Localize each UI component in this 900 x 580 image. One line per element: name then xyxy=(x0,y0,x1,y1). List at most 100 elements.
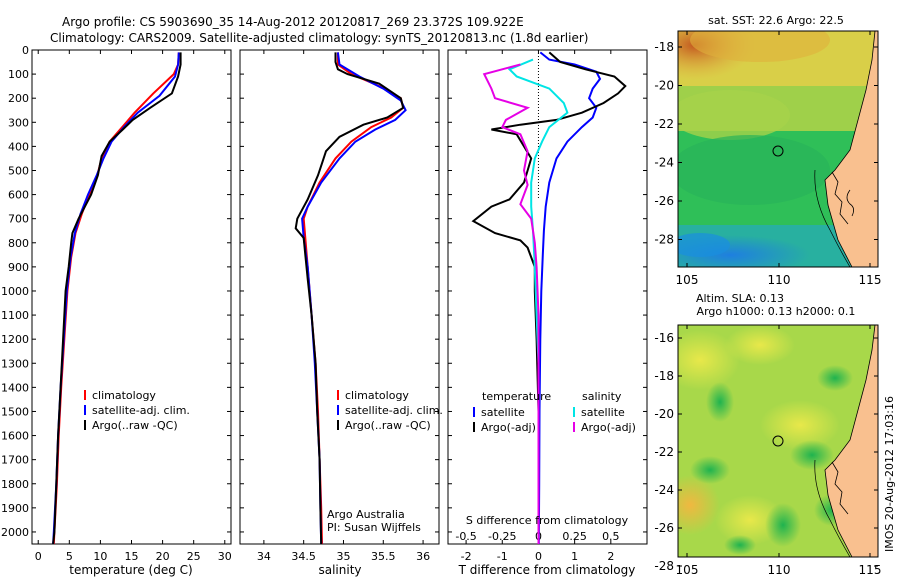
depth-tick-label: 1100 xyxy=(1,309,29,322)
salinity-xlabel: salinity xyxy=(318,563,361,577)
depth-tick-label: 1600 xyxy=(1,430,29,443)
sst-xtick-label: 110 xyxy=(768,273,791,287)
temp-legend-label: satellite-adj. clim. xyxy=(92,404,190,417)
diff-legend-title-temperature: temperature xyxy=(482,390,551,403)
sst-ytick-label: -18 xyxy=(654,40,674,54)
sst-ytick-label: -22 xyxy=(654,117,674,131)
sla-map-axes xyxy=(677,324,879,558)
sla-xtick-label: 110 xyxy=(768,563,791,577)
diff-legend-label: satellite xyxy=(481,406,525,419)
sla-ytick-label: -28 xyxy=(654,559,674,573)
sal-xtick-label: 36 xyxy=(416,550,430,563)
sla-map-panel: Altim. SLA: 0.13 Argo h1000: 0.13 h2000:… xyxy=(654,292,881,577)
diff-legend-label: satellite xyxy=(581,406,625,419)
depth-tick-label: 400 xyxy=(8,140,29,153)
temp-xtick-label: 5 xyxy=(66,550,73,563)
side-timestamp: IMOS 20-Aug-2012 17:03:16 xyxy=(883,396,896,552)
diff-series-line xyxy=(482,63,540,544)
depth-tick-label: 500 xyxy=(8,164,29,177)
salinity-axes xyxy=(239,49,440,545)
sal-legend-label: climatology xyxy=(345,389,409,402)
sal-series-line xyxy=(302,52,405,545)
header-line-2: Climatology: CARS2009. Satellite-adjuste… xyxy=(50,31,588,45)
sal-xtick-label: 34.5 xyxy=(291,550,316,563)
temp-legend-label: Argo(..raw -QC) xyxy=(92,419,178,432)
depth-tick-label: 300 xyxy=(8,116,29,129)
diff-legend-label: Argo(-adj) xyxy=(581,421,636,434)
temp-xtick-label: 25 xyxy=(187,550,201,563)
temp-xtick-label: 15 xyxy=(125,550,139,563)
sdiff-tick-label: -0.25 xyxy=(488,530,516,543)
sla-heatmap xyxy=(678,325,878,557)
sst-map-panel: sat. SST: 22.6 Argo: 22.5 xyxy=(654,14,881,287)
temp-series-line xyxy=(52,52,182,545)
sdiff-tick-label: 0.25 xyxy=(562,530,587,543)
temp-series-line xyxy=(52,52,180,545)
sal-xtick-label: 35 xyxy=(336,550,350,563)
salinity-panel: 34 34.5 35 35.5 36 climatology satellite-adj. … xyxy=(239,49,443,577)
depth-tick-label: 200 xyxy=(8,92,29,105)
temp-xtick-label: 30 xyxy=(218,550,232,563)
diff-legend-label: Argo(-adj) xyxy=(481,421,536,434)
sla-title-line-2: Argo h1000: 0.13 h2000: 0.1 xyxy=(697,305,856,318)
sla-xtick-label: 115 xyxy=(859,563,882,577)
temp-legend-label: climatology xyxy=(92,389,156,402)
depth-tick-label: 1500 xyxy=(1,405,29,418)
sal-series-line xyxy=(294,52,405,545)
temperature-plot: 0100200300400500600700800900100011001200… xyxy=(1,44,232,563)
sla-ytick-label: -20 xyxy=(654,407,674,421)
depth-tick-label: 900 xyxy=(8,261,29,274)
sla-ytick-label: -22 xyxy=(654,445,674,459)
sla-ytick-label: -26 xyxy=(654,521,674,535)
sal-legend-label: Argo(..raw -QC) xyxy=(345,419,431,432)
temp-xtick-label: 10 xyxy=(93,550,107,563)
depth-tick-label: 1200 xyxy=(1,333,29,346)
sla-argo-location xyxy=(772,435,784,447)
sla-ytick-label: -18 xyxy=(654,369,674,383)
sst-xtick-label: 115 xyxy=(859,273,882,287)
sst-map-ticks: 105 110 115 -18 -20 -22 -24 -26 -28 xyxy=(654,31,881,287)
diff-xtick-label: 1 xyxy=(571,550,578,563)
sal-xtick-label: 35.5 xyxy=(371,550,396,563)
sst-ytick-label: -26 xyxy=(654,194,674,208)
sla-xtick-label: 105 xyxy=(676,563,699,577)
salinity-plot: 34 34.5 35 35.5 36 climatology satellite-adj. … xyxy=(240,49,443,563)
diff-xtick-label: -1 xyxy=(497,550,508,563)
temperature-panel: 0100200300400500600700800900100011001200… xyxy=(1,44,232,577)
depth-tick-label: 1900 xyxy=(1,502,29,515)
difference-toplabel: S difference from climatology xyxy=(466,514,629,527)
temperature-axes xyxy=(31,49,232,545)
diff-legend-title-salinity: salinity xyxy=(582,390,622,403)
sdiff-tick-label: 0.5 xyxy=(602,530,620,543)
depth-tick-label: 1400 xyxy=(1,381,29,394)
sal-series-line xyxy=(301,52,407,545)
argo-australia-label: Argo Australia xyxy=(327,508,405,521)
diff-xtick-label: 2 xyxy=(607,550,614,563)
diff-series-line xyxy=(537,51,602,545)
sal-xtick-label: 34 xyxy=(257,550,271,563)
temp-series-line xyxy=(52,52,180,545)
sst-heatmap xyxy=(678,31,878,267)
sla-title-line-1: Altim. SLA: 0.13 xyxy=(696,292,784,305)
sst-ytick-label: -24 xyxy=(654,156,674,170)
header-line-1: Argo profile: CS 5903690_35 14-Aug-2012 … xyxy=(62,15,524,29)
sst-xtick-label: 105 xyxy=(676,273,699,287)
depth-tick-label: 100 xyxy=(8,68,29,81)
temp-xtick-label: 0 xyxy=(35,550,42,563)
depth-tick-label: 800 xyxy=(8,237,29,250)
sdiff-tick-label: -0.5 xyxy=(455,530,476,543)
depth-tick-label: 600 xyxy=(8,189,29,202)
temperature-xlabel: temperature (deg C) xyxy=(69,563,192,577)
diff-xtick-label: 0 xyxy=(535,550,542,563)
depth-tick-label: 1700 xyxy=(1,454,29,467)
sst-map-axes xyxy=(677,30,879,268)
sst-argo-location xyxy=(772,145,784,157)
temp-xtick-label: 20 xyxy=(156,550,170,563)
depth-tick-label: 1300 xyxy=(1,357,29,370)
pi-label: PI: Susan Wijffels xyxy=(327,521,421,534)
sal-legend-label: satellite-adj. clim. xyxy=(345,404,443,417)
depth-tick-label: 0 xyxy=(22,44,29,57)
